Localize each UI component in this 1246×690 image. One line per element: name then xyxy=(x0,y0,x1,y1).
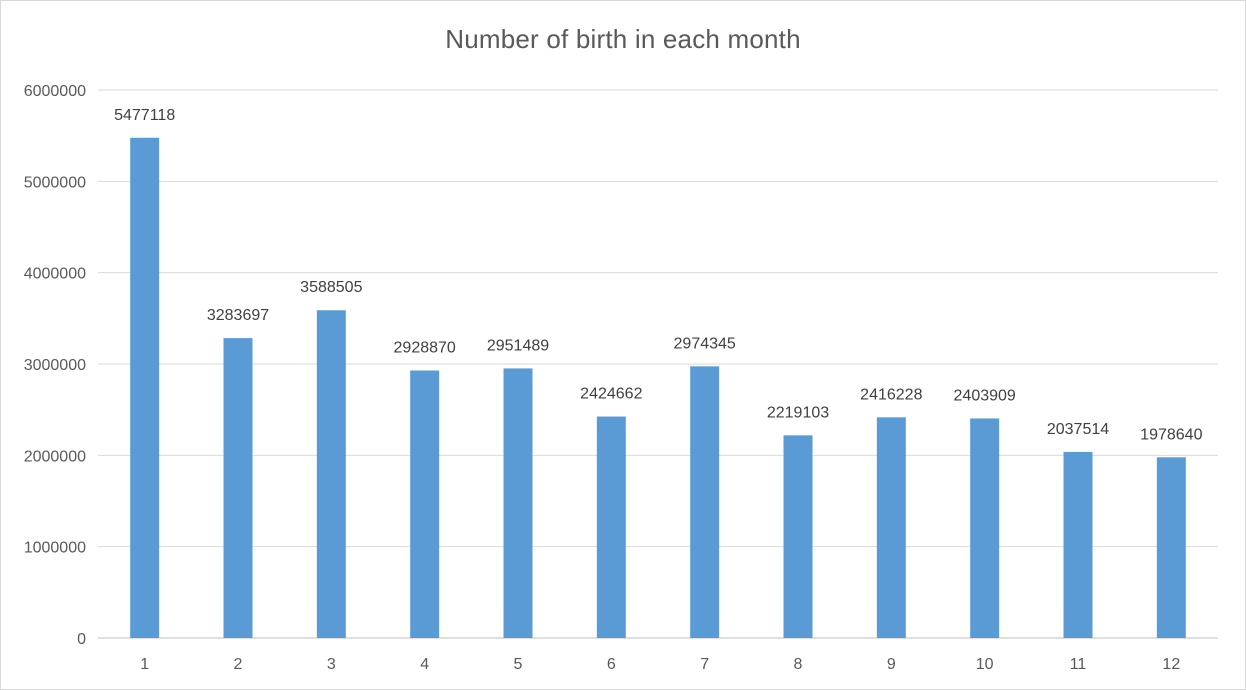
x-tick-label: 8 xyxy=(794,656,803,673)
y-tick-label: 2000000 xyxy=(24,448,86,465)
y-axis: 0 1000000 2000000 3000000 4000000 5000000 6000… xyxy=(24,83,86,648)
data-labels: 5477118 3283697 3588505 2928870 2951489 24246… xyxy=(114,107,1202,444)
bar xyxy=(410,370,440,638)
x-tick-label: 12 xyxy=(1162,656,1180,673)
bar xyxy=(596,416,626,638)
bar xyxy=(1156,457,1186,638)
gridlines xyxy=(98,89,1218,639)
data-label: 2037514 xyxy=(1047,421,1109,438)
data-label: 3283697 xyxy=(207,307,269,324)
x-tick-label: 1 xyxy=(140,656,149,673)
data-label: 2424662 xyxy=(580,386,642,403)
x-axis: 1 2 3 4 5 6 7 8 9 10 11 12 xyxy=(140,656,1180,673)
bar xyxy=(876,417,906,638)
y-tick-label: 0 xyxy=(77,631,86,648)
x-tick-label: 6 xyxy=(607,656,616,673)
y-tick-label: 4000000 xyxy=(24,266,86,283)
y-tick-label: 1000000 xyxy=(24,540,86,557)
y-tick-label: 3000000 xyxy=(24,357,86,374)
x-tick-label: 5 xyxy=(514,656,523,673)
x-tick-label: 11 xyxy=(1070,656,1087,673)
x-tick-label: 3 xyxy=(327,656,336,673)
bar xyxy=(970,418,1000,638)
data-label: 2219103 xyxy=(767,404,829,421)
chart-title: Number of birth in each month xyxy=(445,24,801,54)
bar xyxy=(130,137,160,638)
x-tick-label: 9 xyxy=(887,656,896,673)
data-label: 5477118 xyxy=(114,107,175,124)
bar xyxy=(503,368,533,638)
bars xyxy=(130,137,1186,638)
bar xyxy=(223,338,253,638)
bar xyxy=(690,366,720,638)
x-tick-label: 7 xyxy=(700,656,709,673)
data-label: 2951489 xyxy=(487,337,549,354)
bar xyxy=(316,310,346,638)
data-label: 2403909 xyxy=(954,387,1016,404)
y-tick-label: 6000000 xyxy=(24,83,86,100)
x-tick-label: 2 xyxy=(234,656,243,673)
bar xyxy=(1063,451,1093,638)
data-label: 2974345 xyxy=(674,335,736,352)
x-tick-label: 4 xyxy=(420,656,429,673)
data-label: 2928870 xyxy=(394,339,456,356)
data-label: 1978640 xyxy=(1140,426,1202,443)
data-label: 2416228 xyxy=(860,386,922,403)
data-label: 3588505 xyxy=(300,279,362,296)
x-tick-label: 10 xyxy=(976,656,994,673)
y-tick-label: 5000000 xyxy=(24,174,86,191)
bar xyxy=(783,435,813,638)
